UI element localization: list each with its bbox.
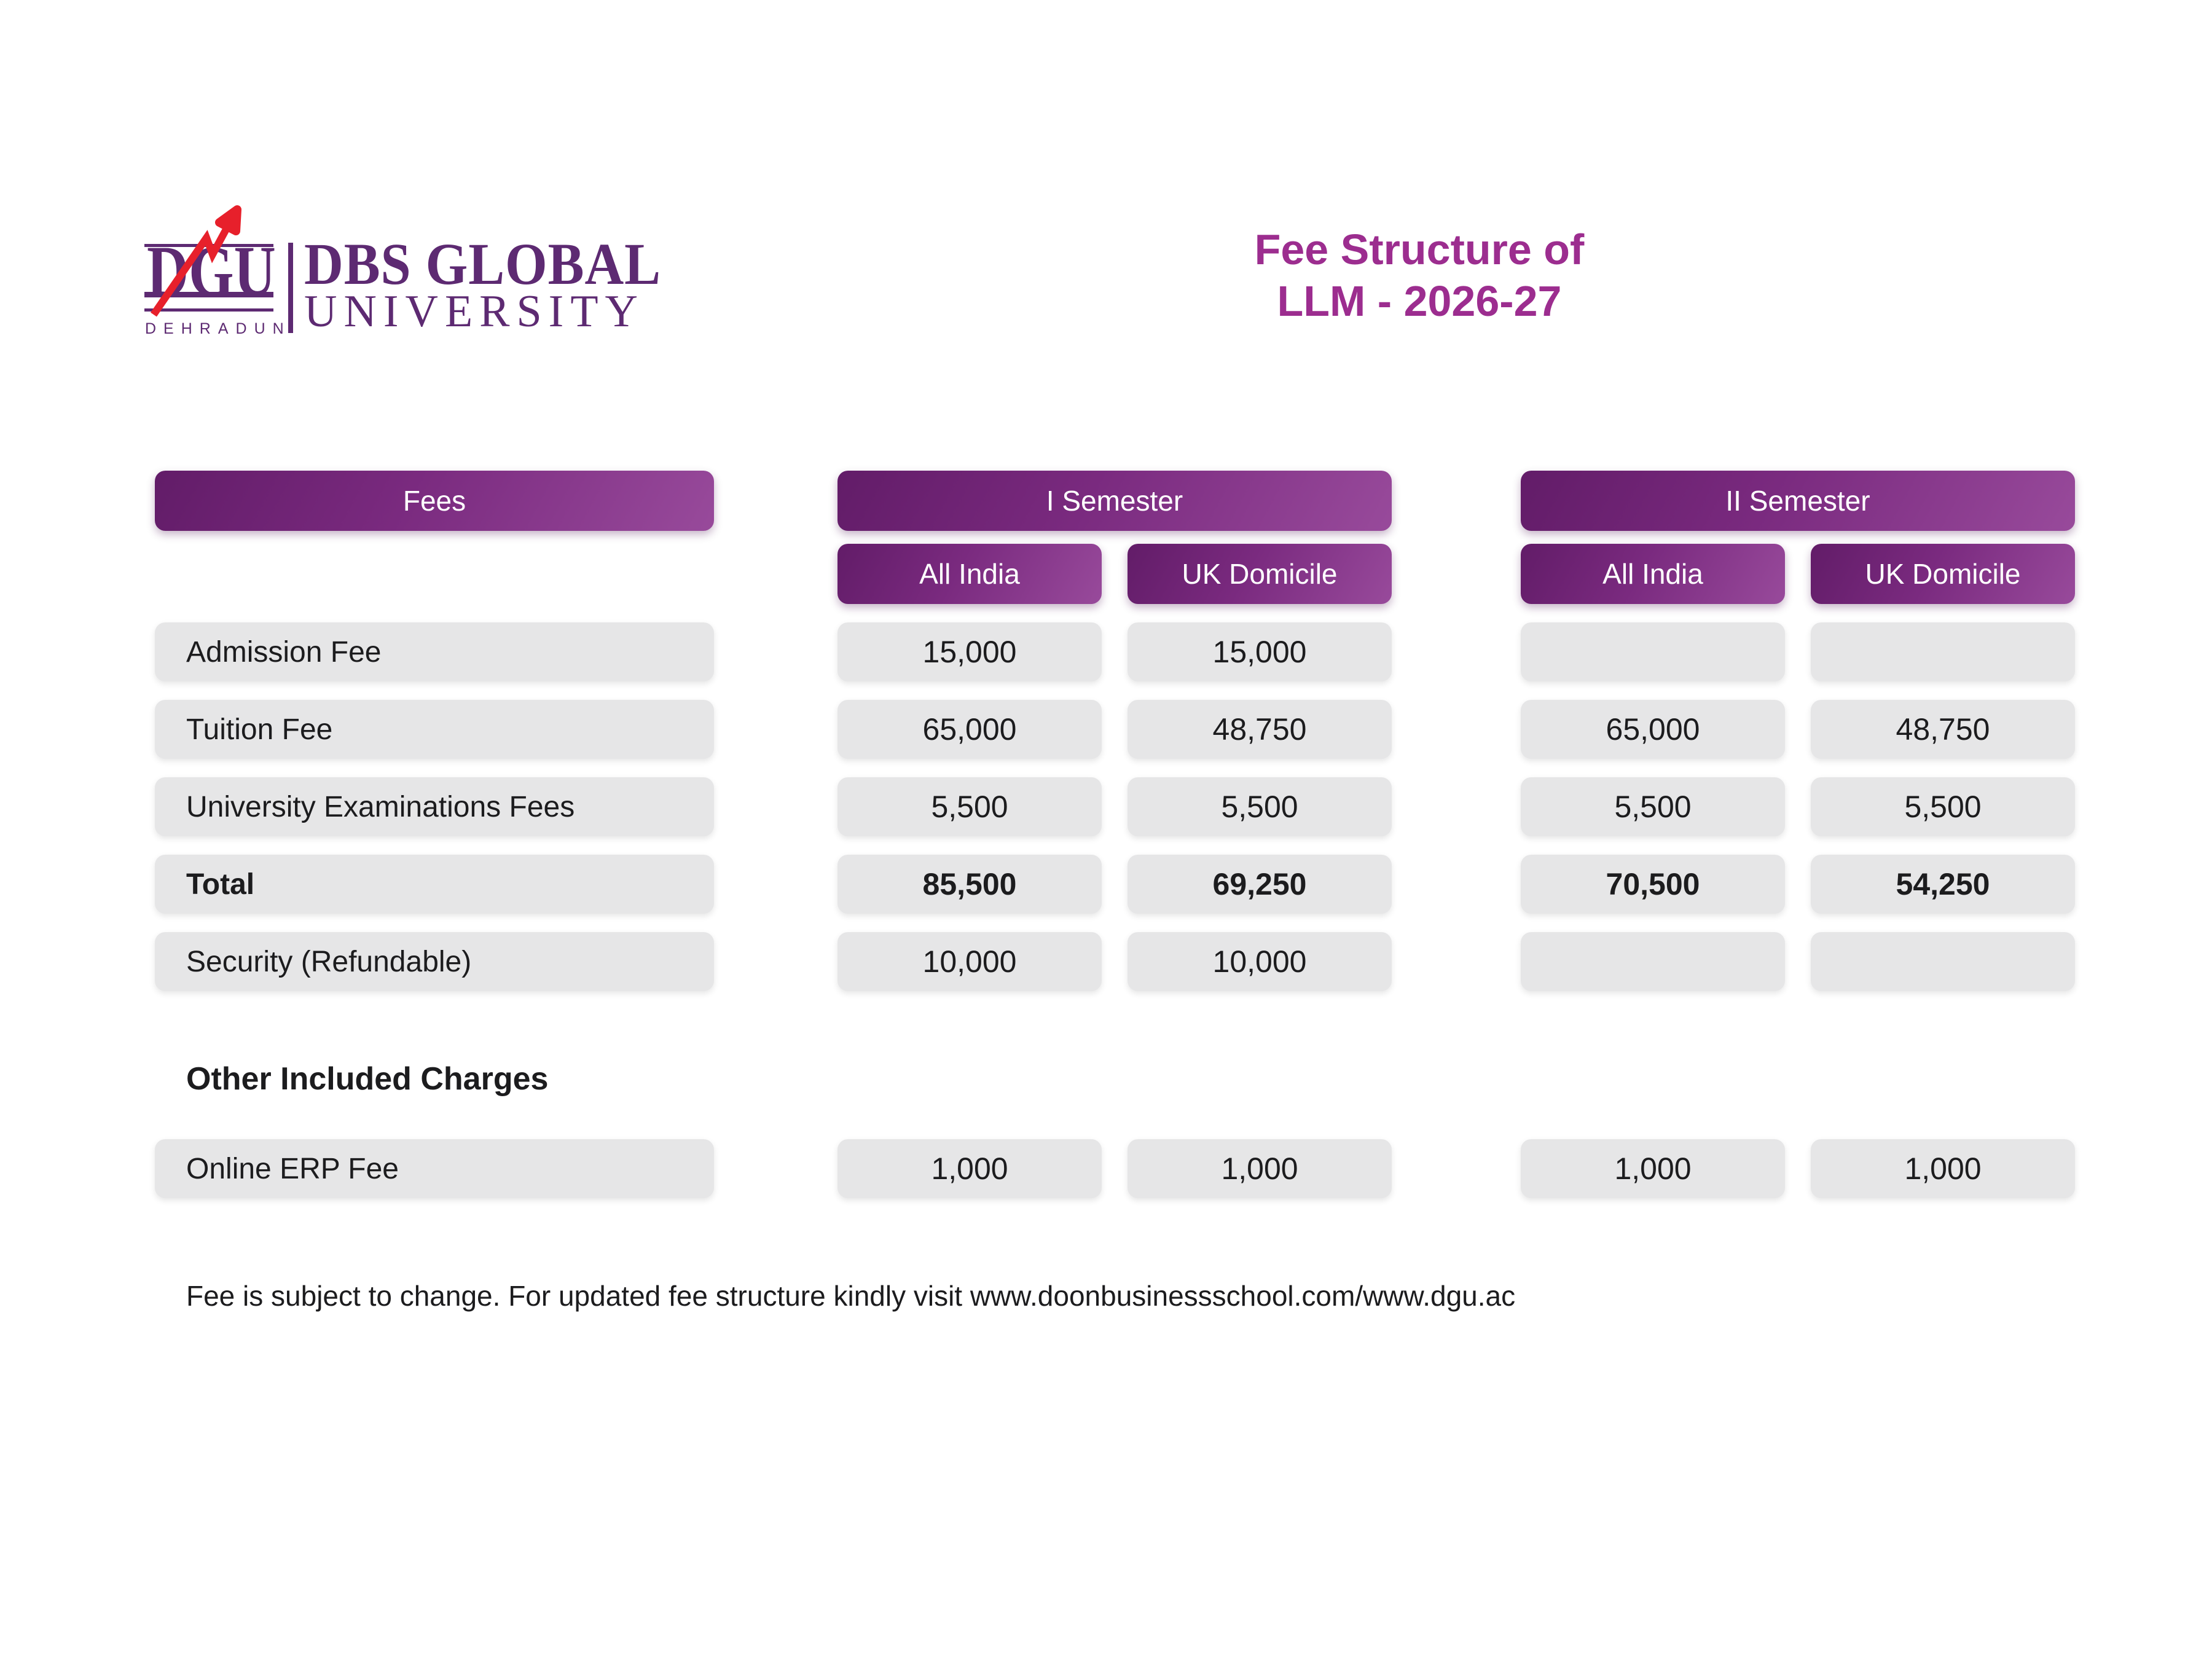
cell-total-sem2-uk: 54,250 <box>1811 855 2075 914</box>
footer-note: Fee is subject to change. For updated fe… <box>186 1280 1516 1312</box>
cell-exam-sem2-india: 5,500 <box>1521 777 1785 836</box>
cell-security-sem2-india <box>1521 932 1785 991</box>
row-label-online-erp-fee: Online ERP Fee <box>155 1139 714 1198</box>
cell-tuition-sem2-india: 65,000 <box>1521 700 1785 759</box>
cell-tuition-sem1-india: 65,000 <box>837 700 1102 759</box>
row-label-security: Security (Refundable) <box>155 932 714 991</box>
cell-security-sem1-uk: 10,000 <box>1128 932 1392 991</box>
sem1-all-india-header: All India <box>837 544 1102 604</box>
cell-total-sem1-india: 85,500 <box>837 855 1102 914</box>
cell-erp-sem1-india: 1,000 <box>837 1139 1102 1198</box>
cell-exam-sem2-uk: 5,500 <box>1811 777 2075 836</box>
cell-exam-sem1-uk: 5,500 <box>1128 777 1392 836</box>
cell-admission-sem2-uk <box>1811 622 2075 681</box>
page-title-line1: Fee Structure of <box>1254 226 1585 273</box>
cell-total-sem2-india: 70,500 <box>1521 855 1785 914</box>
sem1-uk-domicile-header: UK Domicile <box>1128 544 1392 604</box>
sem2-all-india-header: All India <box>1521 544 1785 604</box>
cell-admission-sem1-india: 15,000 <box>837 622 1102 681</box>
cell-security-sem1-india: 10,000 <box>837 932 1102 991</box>
row-label-exam-fees: University Examinations Fees <box>155 777 714 836</box>
cell-erp-sem2-india: 1,000 <box>1521 1139 1785 1198</box>
cell-total-sem1-uk: 69,250 <box>1128 855 1392 914</box>
university-logo: DGU DEHRADUN DBS GLOBAL UNIVERSITY <box>143 205 661 347</box>
cell-tuition-sem1-uk: 48,750 <box>1128 700 1392 759</box>
growth-arrow-icon <box>151 205 241 317</box>
fees-column-header: Fees <box>155 471 714 531</box>
cell-admission-sem1-uk: 15,000 <box>1128 622 1392 681</box>
logo-university-name: DBS GLOBAL UNIVERSITY <box>304 206 661 347</box>
logo-rule-low <box>144 308 273 312</box>
cell-erp-sem1-uk: 1,000 <box>1128 1139 1392 1198</box>
cell-admission-sem2-india <box>1521 622 1785 681</box>
cell-erp-sem2-uk: 1,000 <box>1811 1139 2075 1198</box>
logo-name-line2: UNIVERSITY <box>304 286 645 337</box>
cell-exam-sem1-india: 5,500 <box>837 777 1102 836</box>
other-charges-heading: Other Included Charges <box>186 1061 549 1097</box>
logo-name-line1: DBS GLOBAL <box>304 231 661 297</box>
row-label-admission-fee: Admission Fee <box>155 622 714 681</box>
row-label-total: Total <box>155 855 714 914</box>
page-title: Fee Structure of LLM - 2026-27 <box>1167 224 1671 327</box>
semester1-header: I Semester <box>837 471 1392 531</box>
cell-tuition-sem2-uk: 48,750 <box>1811 700 2075 759</box>
logo-rule-mid <box>144 292 273 297</box>
cell-security-sem2-uk <box>1811 932 2075 991</box>
semester2-header: II Semester <box>1521 471 2075 531</box>
logo-divider <box>288 243 293 333</box>
page-title-line2: LLM - 2026-27 <box>1277 277 1562 325</box>
logo-city: DEHRADUN <box>145 320 291 337</box>
row-label-tuition-fee: Tuition Fee <box>155 700 714 759</box>
sem2-uk-domicile-header: UK Domicile <box>1811 544 2075 604</box>
